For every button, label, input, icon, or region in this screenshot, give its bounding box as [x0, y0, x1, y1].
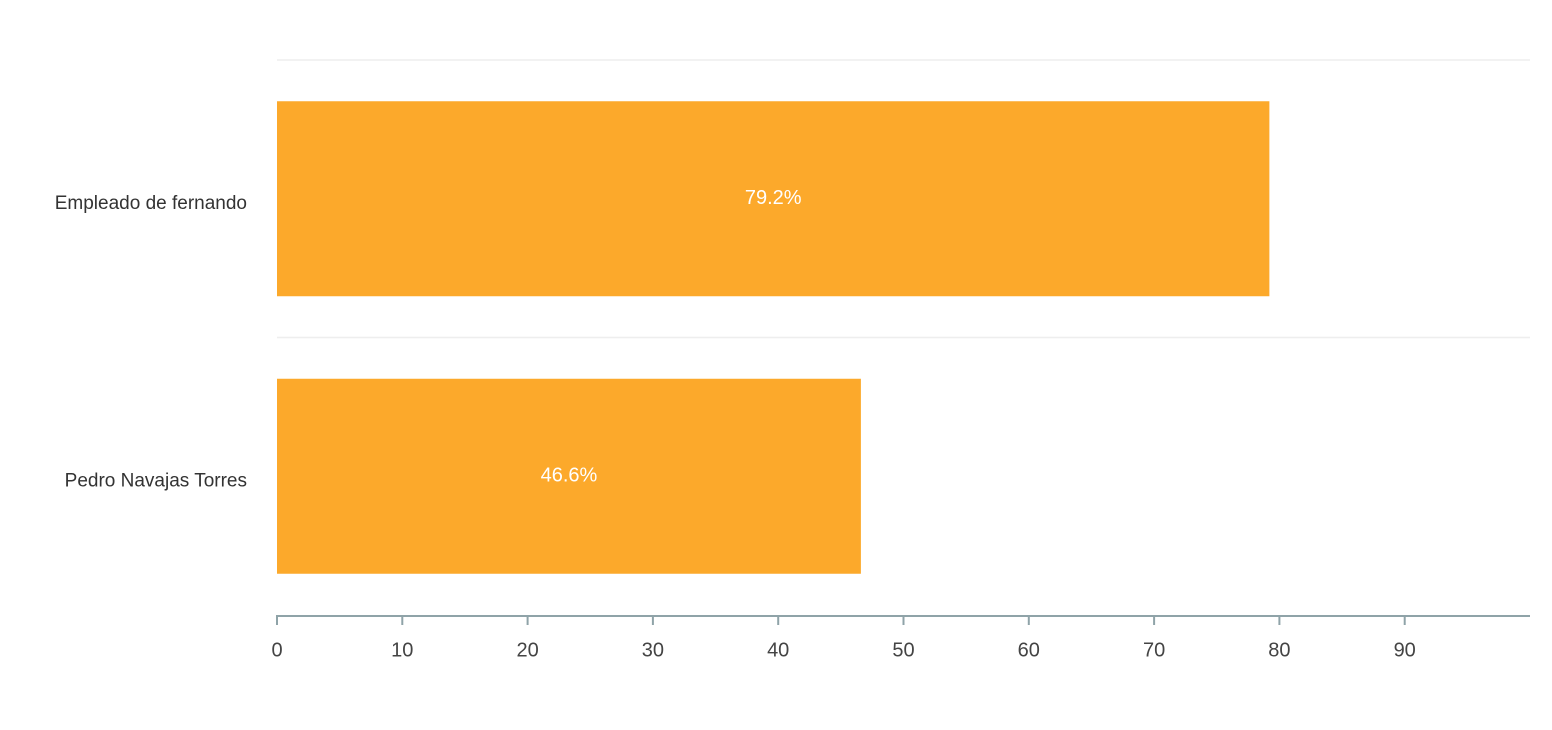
x-tick-label: 0	[271, 639, 282, 661]
data-label: 79.2%	[745, 187, 802, 209]
x-tick-label: 60	[1018, 639, 1040, 661]
x-tick-label: 10	[391, 639, 413, 661]
x-tick-label: 90	[1394, 639, 1416, 661]
bar	[277, 101, 1270, 297]
x-tick-label: 30	[642, 639, 664, 661]
x-tick-label: 20	[516, 639, 538, 661]
data-label: 46.6%	[541, 465, 598, 487]
bar	[277, 378, 861, 574]
x-tick-label: 80	[1268, 639, 1290, 661]
x-tick-label: 40	[767, 639, 789, 661]
y-tick-label: Empleado de fernando	[55, 193, 247, 214]
x-tick-label: 70	[1143, 639, 1165, 661]
y-tick-label: Pedro Navajas Torres	[65, 470, 247, 491]
x-tick-label: 50	[892, 639, 914, 661]
